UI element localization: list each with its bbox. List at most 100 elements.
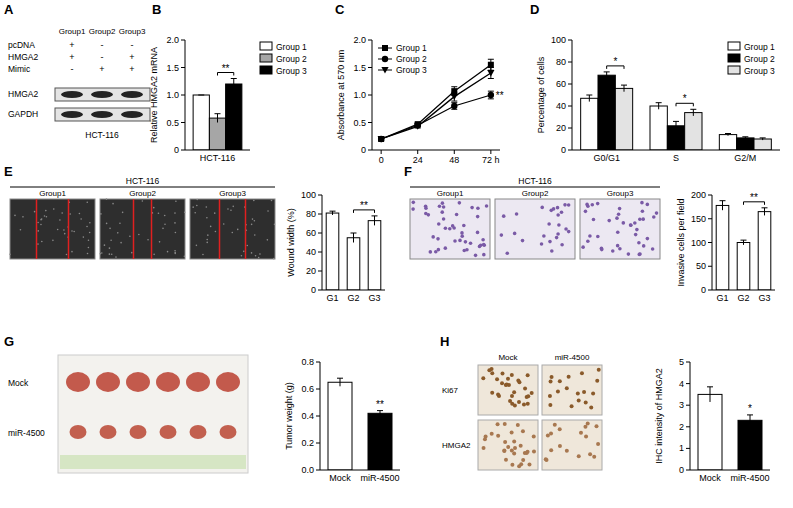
error-cap <box>488 91 494 92</box>
legend-marker <box>382 45 388 51</box>
texture <box>252 218 254 220</box>
texture <box>584 401 588 405</box>
texture <box>510 373 514 377</box>
error-cap <box>720 200 726 201</box>
legend-label: Group 2 <box>744 54 775 64</box>
texture <box>460 234 464 238</box>
texture <box>184 255 186 257</box>
row-label: Mock <box>8 378 29 388</box>
texture <box>548 394 552 398</box>
y-tick <box>368 67 372 68</box>
legend-label: Group 1 <box>396 43 427 53</box>
texture <box>267 210 269 212</box>
texture <box>652 215 656 219</box>
error-stem <box>624 85 625 92</box>
texture <box>540 242 544 246</box>
y-tick <box>318 271 322 272</box>
y-tick-label: 150 <box>691 214 706 224</box>
sign: + <box>99 64 104 74</box>
error-bar <box>377 411 383 416</box>
texture <box>167 251 169 253</box>
texture <box>526 402 530 406</box>
texture <box>583 425 587 429</box>
y-tick-label: 20 <box>556 123 566 133</box>
texture <box>589 406 593 410</box>
x-axis <box>572 150 780 151</box>
x-axis <box>690 470 770 471</box>
error-bar <box>337 378 343 386</box>
panel-letter: C <box>335 2 345 17</box>
line <box>381 95 491 139</box>
y-tick <box>708 290 712 291</box>
texture <box>519 462 523 466</box>
texture <box>532 435 536 439</box>
texture <box>429 250 433 254</box>
texture <box>548 403 552 407</box>
image <box>10 199 95 259</box>
texture <box>202 254 204 256</box>
legend-label: Group 3 <box>396 65 427 75</box>
band-label: GAPDH <box>8 109 38 119</box>
bars <box>326 211 381 290</box>
texture <box>40 224 42 226</box>
texture <box>258 257 260 259</box>
error-stem <box>606 72 607 79</box>
error-stem <box>750 415 751 426</box>
texture <box>106 198 108 200</box>
significance: ** <box>360 200 368 211</box>
texture <box>231 232 233 234</box>
texture <box>442 217 446 221</box>
band <box>61 91 83 98</box>
texture <box>112 203 114 205</box>
texture <box>523 387 527 391</box>
bar <box>754 139 771 150</box>
y-tick <box>318 195 322 196</box>
sign: - <box>131 40 134 50</box>
y-tick <box>568 106 572 107</box>
image-label: Group3 <box>607 189 634 198</box>
y-tick <box>181 95 185 96</box>
row-label: Mimic <box>8 64 31 74</box>
texture <box>192 206 194 208</box>
bar <box>347 238 360 290</box>
texture <box>521 458 525 462</box>
error-stem <box>676 121 677 130</box>
texture <box>542 234 546 238</box>
texture <box>547 222 551 226</box>
group-label: Group3 <box>119 27 146 36</box>
texture <box>59 219 61 221</box>
texture <box>453 239 457 243</box>
texture <box>510 463 514 467</box>
error-stem <box>658 103 659 110</box>
y-axis <box>690 362 691 470</box>
texture <box>616 230 620 234</box>
texture <box>267 239 269 241</box>
y-tick-label: 0.0 <box>301 465 314 475</box>
y-tick <box>368 122 372 123</box>
x-tick-label: G3 <box>368 293 380 303</box>
texture <box>622 221 626 225</box>
texture <box>476 231 480 235</box>
texture <box>174 212 176 214</box>
error-cap <box>488 98 494 99</box>
texture <box>504 458 508 462</box>
x-tick-label: G2 <box>737 293 749 303</box>
band <box>91 91 113 98</box>
y-tick-label: 60 <box>306 228 316 238</box>
bar-chart: G1G2G3050100150200Invasive cells per fie… <box>676 190 775 303</box>
texture <box>237 229 239 231</box>
image-label: Group2 <box>522 189 549 198</box>
x-tick <box>417 150 418 154</box>
y-tick <box>318 233 322 234</box>
texture <box>64 233 66 235</box>
texture <box>117 232 119 234</box>
texture <box>496 422 500 426</box>
marker <box>414 123 421 129</box>
wound-edge <box>133 199 135 259</box>
texture <box>80 218 82 220</box>
bar <box>598 75 615 150</box>
error-bar <box>215 114 221 123</box>
texture <box>579 431 583 435</box>
y-tick <box>686 405 690 406</box>
bar <box>193 95 209 150</box>
